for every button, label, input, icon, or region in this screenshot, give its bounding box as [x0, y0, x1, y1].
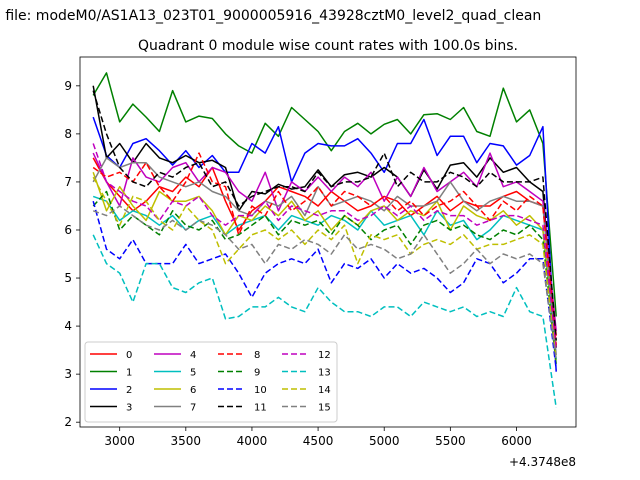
axes-layer: 3000 3500 4000 4500 5000 5500 6000 2 3 4 5 6 7 8 9 — [64, 79, 531, 448]
y-tick-label: 3 — [64, 367, 72, 381]
series-line-11 — [92, 90, 557, 341]
legend-label: 6 — [190, 385, 196, 396]
series-line-1 — [92, 72, 557, 317]
y-tick-label: 7 — [64, 175, 72, 189]
legend-label: 10 — [254, 385, 267, 396]
y-tick-label: 4 — [64, 319, 72, 333]
legend-label: 4 — [190, 350, 196, 361]
y-tick-label: 8 — [64, 127, 72, 141]
legend-label: 5 — [190, 368, 196, 379]
x-tick-label: 4000 — [237, 434, 268, 448]
series-layer — [92, 72, 557, 408]
legend-label: 15 — [318, 403, 331, 414]
y-tick-label: 6 — [64, 223, 72, 237]
series-line-8 — [92, 152, 557, 346]
x-tick-label: 6000 — [501, 434, 532, 448]
chart-title: Quadrant 0 module wise count rates with … — [138, 38, 518, 54]
series-line-2 — [92, 116, 557, 372]
series-line-0 — [92, 157, 557, 336]
legend-label: 11 — [254, 403, 267, 414]
legend-label: 8 — [254, 350, 260, 361]
x-tick-label: 4500 — [303, 434, 334, 448]
series-line-12 — [92, 143, 557, 351]
series-line-14 — [92, 176, 557, 360]
legend-label: 2 — [126, 385, 132, 396]
legend-label: 13 — [318, 368, 331, 379]
x-tick-label: 5500 — [435, 434, 466, 448]
legend-label: 14 — [318, 385, 331, 396]
series-line-13 — [92, 234, 557, 408]
x-tick-label: 5000 — [369, 434, 400, 448]
legend-label: 7 — [190, 403, 196, 414]
y-tick-label: 9 — [64, 79, 72, 93]
series-line-3 — [92, 85, 557, 348]
legend-box — [84, 341, 338, 423]
y-tick-label: 2 — [64, 415, 72, 429]
figure-suptitle: n file: modeM0/AS1A13_023T01_9000005916_… — [0, 8, 541, 24]
y-tick-label: 5 — [64, 271, 72, 285]
legend-label: 0 — [126, 350, 132, 361]
legend-label: 9 — [254, 368, 260, 379]
series-line-9 — [92, 190, 557, 365]
series-line-4 — [92, 152, 557, 331]
series-line-10 — [92, 200, 557, 370]
series-line-15 — [92, 205, 557, 360]
x-tick-label: 3500 — [171, 434, 202, 448]
x-tick-label: 3000 — [104, 434, 135, 448]
legend-label: 3 — [126, 403, 132, 414]
x-offset-label: +4.3748e8 — [509, 455, 576, 469]
legend-label: 1 — [126, 368, 132, 379]
legend-label: 12 — [318, 350, 331, 361]
plot-frame — [79, 56, 577, 428]
series-line-6 — [92, 172, 557, 346]
